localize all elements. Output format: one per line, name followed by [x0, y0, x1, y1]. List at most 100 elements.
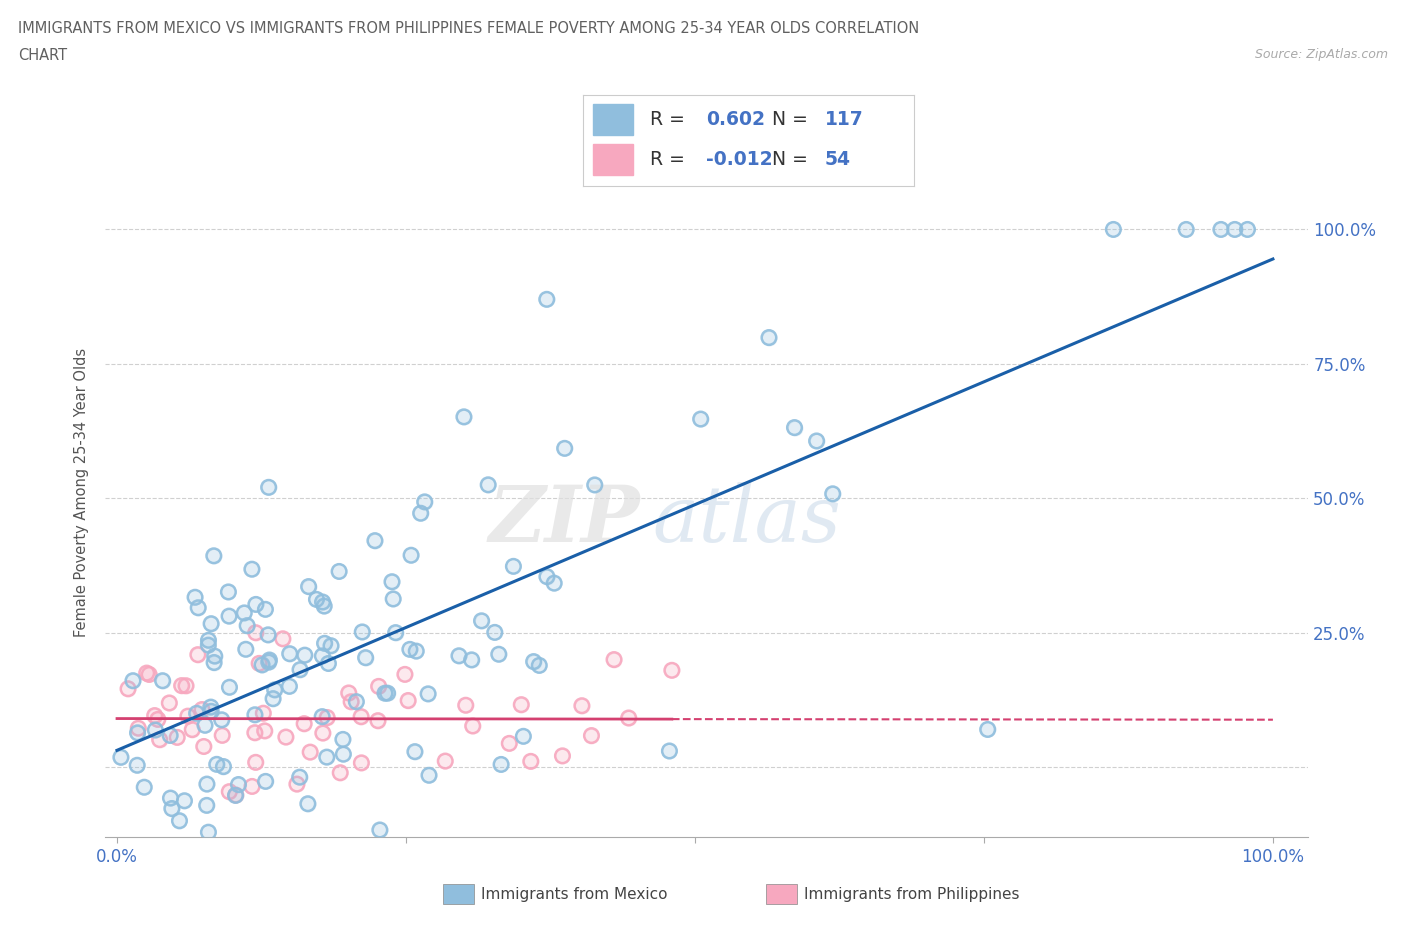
Point — [661, 663, 683, 678]
Point — [187, 647, 209, 662]
Point — [413, 495, 436, 510]
Point — [142, 869, 165, 883]
Point — [194, 718, 217, 733]
Point — [134, 779, 156, 794]
Point — [384, 625, 406, 640]
Point — [367, 713, 389, 728]
Point — [263, 683, 285, 698]
Point — [1236, 222, 1258, 237]
Point — [364, 533, 387, 548]
Point — [236, 618, 259, 633]
Point — [224, 788, 246, 803]
Point — [243, 708, 266, 723]
Point — [252, 706, 274, 721]
Point — [374, 685, 396, 700]
Point — [174, 678, 197, 693]
Point — [187, 600, 209, 615]
Y-axis label: Female Poverty Among 25-34 Year Olds: Female Poverty Among 25-34 Year Olds — [73, 349, 89, 637]
Point — [318, 656, 340, 671]
Point — [285, 777, 308, 791]
Point — [328, 564, 350, 578]
Point — [447, 648, 470, 663]
Point — [689, 412, 711, 427]
Point — [263, 683, 285, 698]
Text: N =: N = — [772, 110, 814, 129]
Point — [350, 710, 373, 724]
Point — [418, 768, 440, 783]
Point — [271, 631, 294, 646]
Point — [396, 693, 419, 708]
Point — [197, 638, 219, 653]
Point — [297, 796, 319, 811]
Point — [416, 686, 439, 701]
Point — [318, 656, 340, 671]
Point — [554, 441, 576, 456]
Point — [297, 796, 319, 811]
Point — [329, 765, 352, 780]
Text: CHART: CHART — [18, 48, 67, 63]
Point — [377, 685, 399, 700]
Point — [259, 653, 281, 668]
Point — [477, 477, 499, 492]
Point — [484, 625, 506, 640]
Point — [254, 602, 277, 617]
Point — [1236, 222, 1258, 237]
Point — [498, 736, 520, 751]
Point — [581, 728, 603, 743]
Text: R =: R = — [650, 150, 690, 169]
Point — [394, 667, 416, 682]
Point — [160, 801, 183, 816]
Point — [200, 699, 222, 714]
Point — [352, 625, 374, 640]
Point — [332, 747, 354, 762]
Point — [250, 658, 273, 672]
Point — [228, 777, 250, 792]
Point — [257, 480, 280, 495]
Point — [314, 636, 336, 651]
Point — [202, 655, 225, 670]
Point — [195, 798, 218, 813]
Point — [159, 790, 181, 805]
Point — [197, 633, 219, 648]
Point — [1175, 222, 1198, 237]
Point — [211, 712, 233, 727]
Point — [399, 642, 422, 657]
Point — [110, 750, 132, 764]
Point — [617, 711, 640, 725]
Point — [212, 759, 235, 774]
Point — [274, 730, 297, 745]
Point — [314, 636, 336, 651]
Point — [454, 698, 477, 712]
Point — [332, 732, 354, 747]
Point — [1209, 222, 1232, 237]
Point — [502, 559, 524, 574]
Point — [110, 750, 132, 764]
Point — [405, 644, 427, 658]
Point — [240, 562, 263, 577]
Point — [159, 790, 181, 805]
Point — [138, 667, 160, 682]
Point — [202, 549, 225, 564]
Point — [311, 710, 333, 724]
Point — [311, 648, 333, 663]
Point — [350, 710, 373, 724]
Point — [484, 625, 506, 640]
Point — [543, 576, 565, 591]
Point — [399, 548, 422, 563]
Point — [271, 631, 294, 646]
Point — [821, 486, 844, 501]
Point — [157, 696, 180, 711]
Point — [218, 784, 240, 799]
Point — [245, 625, 267, 640]
Text: 0.602: 0.602 — [706, 110, 765, 129]
Point — [247, 656, 270, 671]
Point — [661, 663, 683, 678]
Point — [689, 412, 711, 427]
FancyBboxPatch shape — [593, 144, 633, 175]
Point — [177, 709, 200, 724]
Text: Source: ZipAtlas.com: Source: ZipAtlas.com — [1254, 48, 1388, 61]
Point — [152, 673, 174, 688]
Point — [758, 330, 780, 345]
Point — [288, 770, 311, 785]
Point — [197, 633, 219, 648]
